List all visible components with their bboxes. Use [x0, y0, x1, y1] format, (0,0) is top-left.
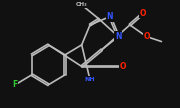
Text: F: F [13, 80, 18, 89]
Text: N: N [115, 32, 122, 41]
Text: NH: NH [84, 77, 96, 83]
Text: O: O [143, 32, 150, 41]
Text: O: O [120, 62, 127, 71]
Text: NH: NH [85, 77, 95, 82]
Text: N: N [107, 12, 113, 21]
Text: O: O [140, 9, 146, 18]
Text: CH₃: CH₃ [76, 2, 87, 7]
